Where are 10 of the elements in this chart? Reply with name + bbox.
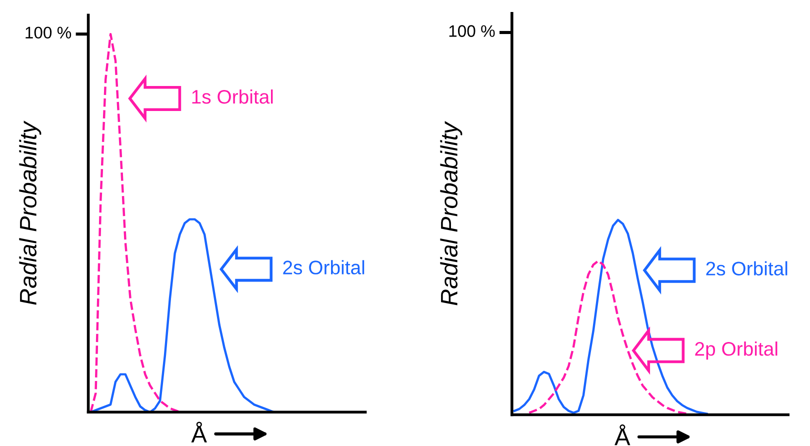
y-axis-title: Radial Probability (440, 121, 462, 306)
text: 2s Orbital (706, 261, 788, 276)
text: 100 % (26, 26, 72, 39)
text: 100 % (449, 25, 495, 37)
y-axis-title: Radial Probability (19, 120, 42, 305)
legend-label: 2s Orbital (283, 260, 364, 274)
x-axis-title: Å (191, 422, 207, 442)
x-axis-title: Å (614, 424, 630, 446)
legend-label: 1s Orbital (192, 89, 273, 104)
legend-label: 2p Orbital (695, 341, 778, 360)
